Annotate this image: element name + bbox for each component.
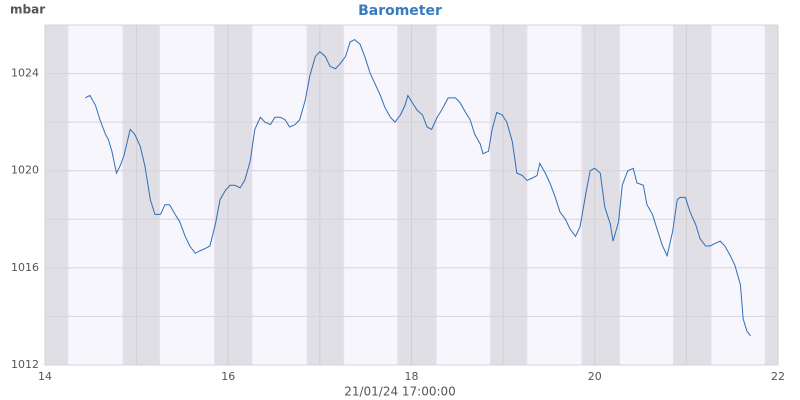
x-tick-label: 18 bbox=[405, 370, 419, 383]
x-tick-label: 14 bbox=[38, 370, 52, 383]
night-band bbox=[489, 24, 528, 366]
night-band bbox=[122, 24, 161, 366]
night-band bbox=[214, 24, 253, 366]
y-tick-label: 1016 bbox=[11, 261, 39, 274]
night-band bbox=[397, 24, 437, 366]
chart-title: Barometer bbox=[358, 3, 442, 19]
y-tick-label: 1020 bbox=[11, 164, 39, 177]
night-band bbox=[764, 24, 779, 366]
y-axis-label: mbar bbox=[10, 3, 45, 17]
x-tick-label: 16 bbox=[221, 370, 235, 383]
night-band bbox=[306, 24, 345, 366]
data-line bbox=[85, 38, 751, 337]
y-tick-label: 1012 bbox=[11, 358, 39, 371]
night-band bbox=[673, 24, 712, 366]
x-axis-label: 21/01/24 17:00:00 bbox=[344, 385, 456, 399]
night-band bbox=[581, 24, 620, 366]
x-tick-label: 20 bbox=[588, 370, 602, 383]
y-tick-label: 1024 bbox=[11, 67, 39, 80]
night-band bbox=[44, 24, 69, 366]
x-tick-label: 22 bbox=[771, 370, 785, 383]
